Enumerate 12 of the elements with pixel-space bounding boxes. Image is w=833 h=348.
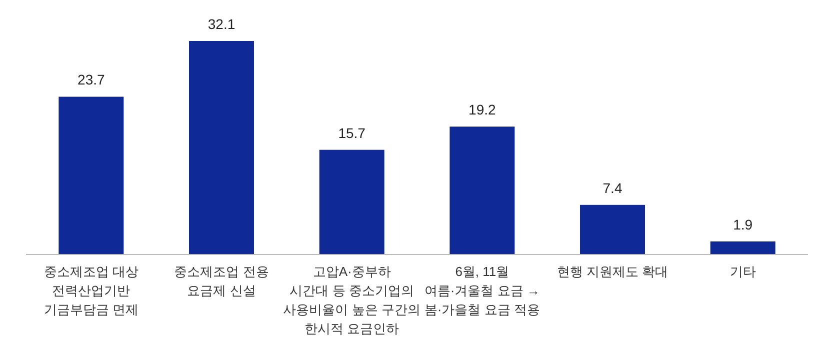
- x-tick-label: 기타: [730, 264, 756, 279]
- x-tick-label: 고압A·중부하 시간대 등 중소기업의 사용비율이 높은 구간의 한시적 요금인하: [283, 264, 420, 336]
- x-tick-label: 중소제조업 대상 전력산업기반 기금부담금 면제: [44, 264, 138, 317]
- x-tick-label: 6월, 11월 여름·겨울철 요금 → 봄·가을철 요금 적용: [424, 264, 540, 317]
- x-tick-label: 현행 지원제도 확대: [556, 264, 668, 279]
- data-label: 19.2: [468, 102, 496, 118]
- data-label: 7.4: [602, 180, 622, 196]
- x-tick-label: 중소제조업 전용 요금제 신설: [174, 264, 269, 298]
- data-label: 23.7: [78, 72, 106, 88]
- data-label: 1.9: [733, 216, 753, 232]
- data-label: 15.7: [338, 124, 366, 141]
- data-label: 32.1: [208, 16, 236, 32]
